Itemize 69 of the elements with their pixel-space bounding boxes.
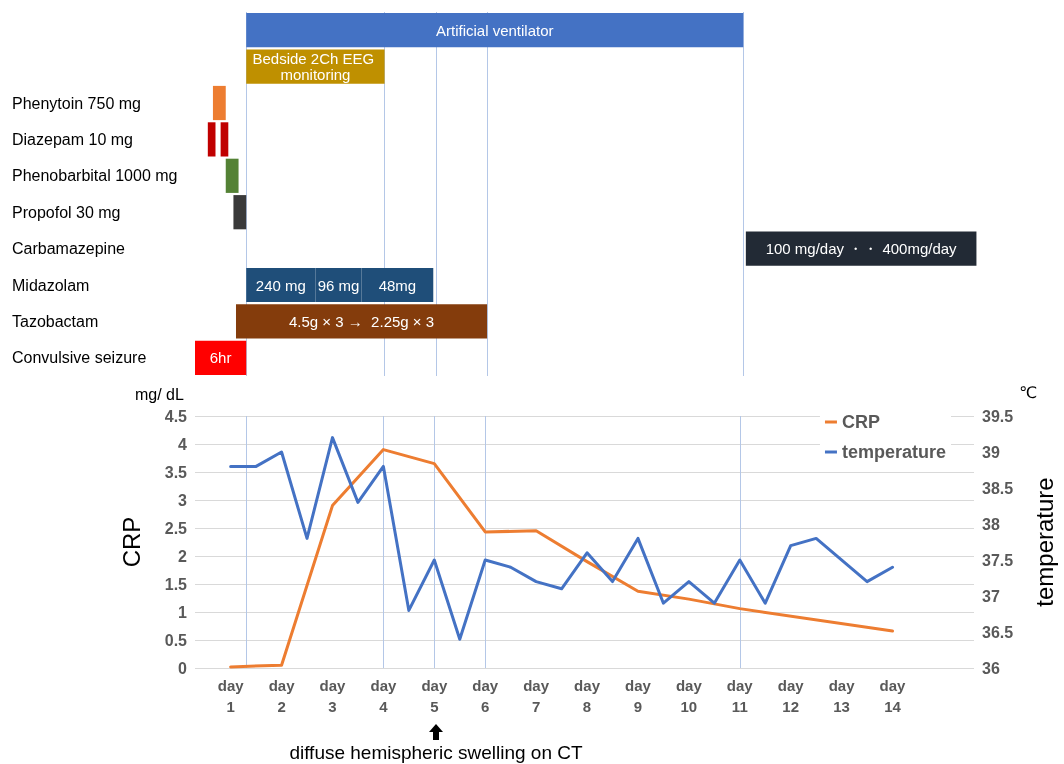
- text: day: [370, 677, 397, 694]
- y-tick-label: Propofol 30 mg: [12, 203, 121, 221]
- y-tick-label: 0: [178, 659, 188, 677]
- x-tick-label: 2: [277, 698, 286, 715]
- series-label: 48mg: [378, 276, 417, 294]
- legend-label: temperature: [841, 442, 947, 462]
- series-label: 4.5g × 3 → 2.25g × 3: [288, 312, 435, 330]
- series-label: Artificial ventilator: [435, 21, 554, 39]
- y2-tick-label: 36: [982, 659, 1000, 677]
- x-tick-label: 7: [531, 698, 541, 715]
- y-tick-label: Diazepam 10 mg: [12, 130, 133, 148]
- x-tick-label: 9: [633, 698, 643, 715]
- text: day: [777, 677, 804, 694]
- series-label: Bedside 2Ch EEG monitoring: [252, 50, 379, 84]
- y-tick-label: 2: [178, 547, 188, 565]
- y-tick-label: 3.5: [164, 463, 188, 481]
- text: day: [625, 677, 651, 694]
- y-tick-label: Phenobarbital 1000 mg: [12, 167, 178, 185]
- y2-tick-label: 36.5: [982, 623, 1014, 641]
- y-tick-label: 0.5: [164, 631, 188, 649]
- text: day: [421, 677, 448, 694]
- x-tick-label: 10: [680, 698, 698, 715]
- y-tick-label: Tazobactam: [12, 312, 99, 330]
- x-tick-label: 4: [379, 698, 389, 715]
- y2-tick-label: 38.5: [982, 479, 1014, 497]
- y-tick-label: 1.5: [164, 575, 188, 593]
- y-tick-label: Convulsive seizure: [12, 349, 147, 367]
- y-tick-label: 2.5: [164, 519, 188, 537]
- y2-axis-title: temperature: [1030, 477, 1058, 607]
- x-tick-label: 12: [782, 698, 800, 715]
- y-tick-label: Phenytoin 750 mg: [12, 94, 141, 112]
- text: day: [472, 677, 499, 694]
- y-tick-label: 4: [178, 435, 188, 453]
- y2-tick-label: 39.5: [982, 407, 1014, 425]
- text: day: [726, 677, 753, 694]
- text: day: [268, 677, 295, 694]
- x-tick-label: 5: [430, 698, 439, 715]
- x-axis-title: day: [217, 677, 245, 694]
- x-tick-label: 11: [731, 698, 748, 715]
- y-tick-label: Carbamazepine: [12, 240, 126, 258]
- x-tick-label: 3: [328, 698, 337, 715]
- series-label: 6hr: [209, 349, 232, 367]
- series-label: 240 mg: [255, 276, 306, 294]
- text: mg/ dL: [135, 385, 185, 403]
- legend-label: CRP: [841, 412, 880, 432]
- text: day: [879, 677, 906, 694]
- y2-tick-label: 38: [982, 515, 1000, 533]
- x-tick-label: 1: [226, 698, 235, 715]
- text: day: [828, 677, 855, 694]
- x-tick-label: 13: [833, 698, 850, 715]
- y2-tick-label: 37.5: [982, 551, 1014, 569]
- y2-tick-label: 37: [982, 587, 1000, 605]
- text: day: [319, 677, 346, 694]
- series-label: 96 mg: [317, 276, 360, 294]
- series-label: 100 mg/day ・・ 400mg/day: [765, 240, 958, 258]
- y2-tick-label: 39: [982, 443, 1000, 461]
- text: day: [574, 677, 600, 694]
- y-axis-title: CRP: [117, 516, 145, 568]
- text: diffuse hemispheric swelling on CT: [289, 742, 583, 764]
- text: ℃: [1019, 383, 1037, 401]
- y-tick-label: 4.5: [164, 407, 188, 425]
- x-tick-label: 6: [481, 698, 490, 715]
- x-tick-label: 8: [582, 698, 592, 715]
- x-tick-label: 14: [884, 698, 902, 715]
- y-tick-label: 1: [178, 603, 188, 621]
- text: day: [523, 677, 550, 694]
- text: day: [675, 677, 702, 694]
- y-tick-label: Midazolam: [12, 276, 90, 294]
- y-tick-label: 3: [178, 491, 188, 509]
